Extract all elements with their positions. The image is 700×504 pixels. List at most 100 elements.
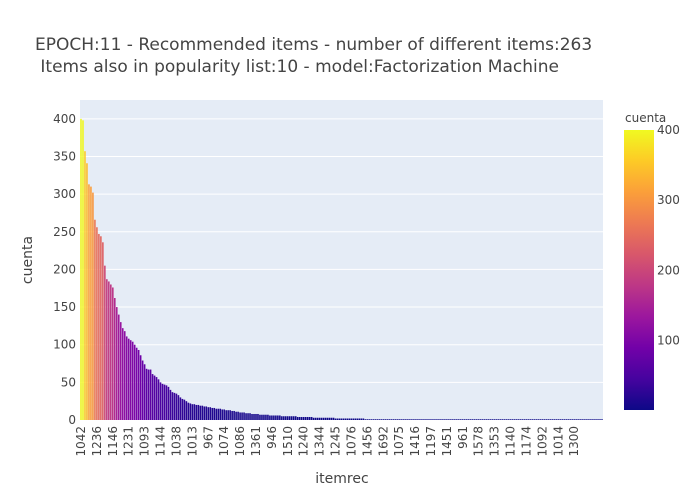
bar: [300, 416, 303, 420]
bar: [493, 419, 496, 420]
bar: [376, 419, 379, 420]
bar: [489, 419, 492, 420]
bar: [175, 393, 178, 420]
bar: [346, 418, 349, 420]
bar: [110, 284, 112, 420]
bar: [336, 418, 339, 420]
bar: [177, 395, 180, 420]
x-tick-label: 967: [201, 426, 215, 449]
bar: [185, 401, 188, 420]
colorbar-title: cuenta: [625, 111, 666, 125]
bar: [523, 419, 526, 420]
bar: [203, 406, 206, 420]
x-tick-label: 946: [265, 426, 279, 449]
bar: [326, 417, 329, 420]
bar: [88, 184, 90, 420]
x-tick-label: 1076: [344, 426, 358, 457]
bar: [117, 314, 120, 420]
bar: [163, 384, 166, 420]
bar: [197, 404, 200, 420]
bar: [306, 416, 309, 420]
bar: [551, 419, 554, 420]
bar: [330, 417, 333, 420]
bar: [354, 418, 357, 420]
bar: [533, 419, 536, 420]
bar: [398, 419, 400, 420]
bar: [328, 417, 331, 420]
bar: [464, 419, 466, 420]
x-tick-label: 1416: [408, 426, 422, 457]
bar: [129, 340, 132, 420]
y-tick-label: 400: [53, 112, 76, 126]
bar: [123, 331, 126, 420]
bar: [187, 402, 190, 420]
bar: [456, 419, 458, 420]
bar: [414, 419, 416, 420]
bar: [316, 417, 319, 420]
bar: [82, 120, 84, 420]
bar: [324, 417, 327, 420]
bar: [517, 419, 520, 420]
bar: [149, 369, 152, 420]
bar: [247, 413, 249, 420]
bar: [169, 389, 172, 420]
bar: [108, 281, 110, 420]
bar: [589, 419, 591, 420]
bar: [139, 355, 142, 420]
bar: [467, 419, 470, 420]
bar: [442, 419, 444, 420]
bar: [483, 419, 486, 420]
bar: [497, 419, 500, 420]
bar: [318, 417, 321, 420]
bar: [416, 419, 418, 420]
bar: [565, 419, 568, 420]
bar: [287, 416, 289, 420]
y-tick-label: 200: [53, 262, 76, 276]
bar: [406, 419, 408, 420]
colorbar-gradient: [624, 130, 654, 410]
bar: [529, 419, 532, 420]
bar: [465, 419, 468, 420]
bar: [374, 419, 377, 420]
x-tick-label: 1146: [106, 426, 120, 457]
bar: [209, 407, 212, 420]
x-tick-label: 1344: [313, 426, 327, 457]
x-tick-label: 1451: [440, 426, 454, 457]
bar: [195, 404, 198, 420]
chart-title-line-1: EPOCH:11 - Recommended items - number of…: [35, 35, 592, 55]
bar: [386, 419, 389, 420]
bar: [541, 419, 544, 420]
x-tick-label: 1300: [567, 426, 581, 457]
x-tick-label: 961: [456, 426, 470, 449]
bar: [473, 419, 476, 420]
bar: [477, 419, 480, 420]
bar: [577, 419, 579, 420]
bar: [290, 416, 293, 420]
bar: [581, 419, 583, 420]
bar: [404, 419, 406, 420]
bar: [591, 419, 593, 420]
y-tick-labels: 0 50 100 150 200 250 300 350 400: [53, 112, 76, 427]
bar: [388, 419, 391, 420]
bar: [525, 419, 528, 420]
bar: [191, 404, 194, 420]
bar: [249, 413, 251, 420]
bar: [294, 416, 297, 420]
bar: [86, 163, 88, 420]
bar: [277, 415, 279, 420]
x-tick-label: 1174: [519, 426, 533, 457]
x-tick-label: 1144: [154, 426, 168, 457]
bar: [147, 369, 150, 420]
bar: [394, 419, 396, 420]
bar: [396, 419, 398, 420]
bar: [422, 419, 424, 420]
bar: [167, 386, 170, 420]
bar: [151, 374, 154, 420]
bar: [112, 287, 114, 420]
bar: [239, 412, 241, 420]
bar: [161, 383, 164, 420]
bar: [509, 419, 512, 420]
bar: [292, 416, 295, 420]
bar: [102, 242, 104, 420]
